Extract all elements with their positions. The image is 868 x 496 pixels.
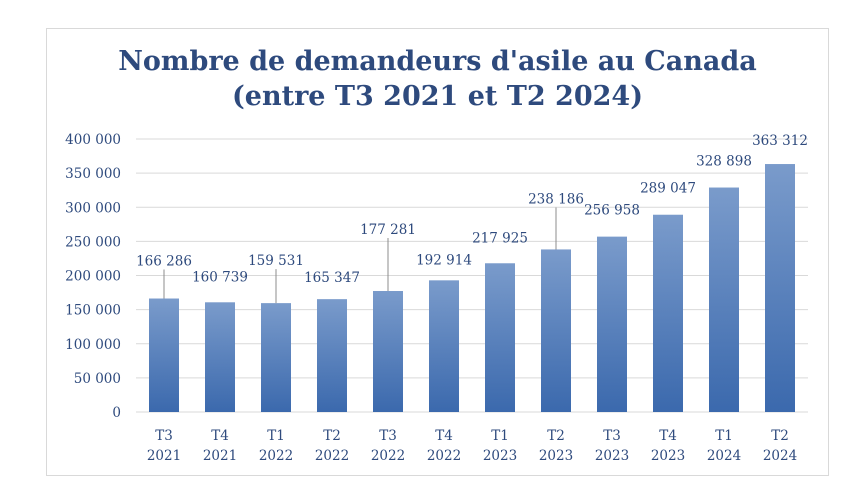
y-tick-label: 350 000 (65, 166, 121, 182)
y-axis-ticks: 0 50 000 100 000 150 000 200 000 250 000 300 0… (65, 132, 121, 421)
bar (205, 302, 235, 412)
bar (149, 298, 179, 412)
data-label: 217 925 (472, 230, 528, 246)
y-tick-label: 100 000 (65, 337, 121, 353)
bar (541, 249, 571, 412)
bars (149, 164, 795, 412)
y-tick-label: 250 000 (65, 234, 121, 250)
x-tick-label-quarter: T2 (547, 428, 565, 444)
gridlines (136, 138, 808, 413)
x-tick-label-quarter: T4 (435, 428, 453, 444)
bar (709, 187, 739, 412)
y-tick-label: 200 000 (65, 269, 121, 285)
x-tick-label-year: 2022 (315, 448, 349, 464)
x-tick-label-quarter: T3 (603, 428, 621, 444)
x-tick-label-year: 2021 (203, 448, 237, 464)
x-tick-label-year: 2024 (707, 448, 741, 464)
x-tick-label-quarter: T2 (771, 428, 789, 444)
data-label: 328 898 (696, 154, 752, 170)
x-tick-label-year: 2023 (651, 448, 685, 464)
x-tick-label-year: 2022 (427, 448, 461, 464)
data-label: 165 347 (304, 270, 360, 286)
x-tick-label-quarter: T1 (715, 428, 733, 444)
data-label: 166 286 (136, 254, 192, 270)
data-label: 177 281 (360, 222, 416, 238)
data-label: 159 531 (248, 253, 304, 269)
bar (261, 303, 291, 412)
bar (485, 263, 515, 412)
data-label: 192 914 (416, 252, 472, 268)
x-tick-label-quarter: T1 (491, 428, 509, 444)
x-axis-labels: T3 2021 T4 2021 T1 2022 T2 2022 T3 2022 T4 2022 T1 20… (147, 428, 797, 464)
y-tick-label: 0 (112, 405, 121, 421)
bar (373, 291, 403, 412)
y-tick-label: 150 000 (65, 303, 121, 319)
data-label: 256 958 (584, 203, 640, 219)
chart-title: Nombre de demandeurs d'asile au Canada (… (46, 44, 829, 114)
bar (597, 236, 627, 412)
chart-title-line-2: (entre T3 2021 et T2 2024) (232, 81, 643, 112)
y-tick-label: 50 000 (74, 371, 121, 387)
chart-title-line-1: Nombre de demandeurs d'asile au Canada (118, 46, 757, 77)
x-tick-label-year: 2023 (539, 448, 573, 464)
data-label: 238 186 (528, 191, 584, 207)
data-label: 289 047 (640, 181, 696, 197)
bar (429, 280, 459, 412)
x-tick-label-quarter: T2 (323, 428, 341, 444)
x-tick-label-quarter: T1 (267, 428, 285, 444)
y-tick-label: 300 000 (65, 200, 121, 216)
x-tick-label-quarter: T4 (211, 428, 229, 444)
x-tick-label-year: 2024 (763, 448, 797, 464)
leader-lines (163, 207, 557, 304)
bar (317, 299, 347, 412)
x-tick-label-year: 2023 (595, 448, 629, 464)
data-label: 160 739 (192, 269, 248, 285)
x-tick-label-year: 2023 (483, 448, 517, 464)
bar (653, 214, 683, 412)
y-tick-label: 400 000 (65, 132, 121, 148)
data-label: 363 312 (752, 133, 808, 149)
x-tick-label-quarter: T4 (659, 428, 677, 444)
x-tick-label-year: 2021 (147, 448, 181, 464)
x-tick-label-quarter: T3 (379, 428, 397, 444)
x-tick-label-year: 2022 (259, 448, 293, 464)
bar (765, 164, 795, 412)
x-tick-label-quarter: T3 (155, 428, 173, 444)
x-tick-label-year: 2022 (371, 448, 405, 464)
